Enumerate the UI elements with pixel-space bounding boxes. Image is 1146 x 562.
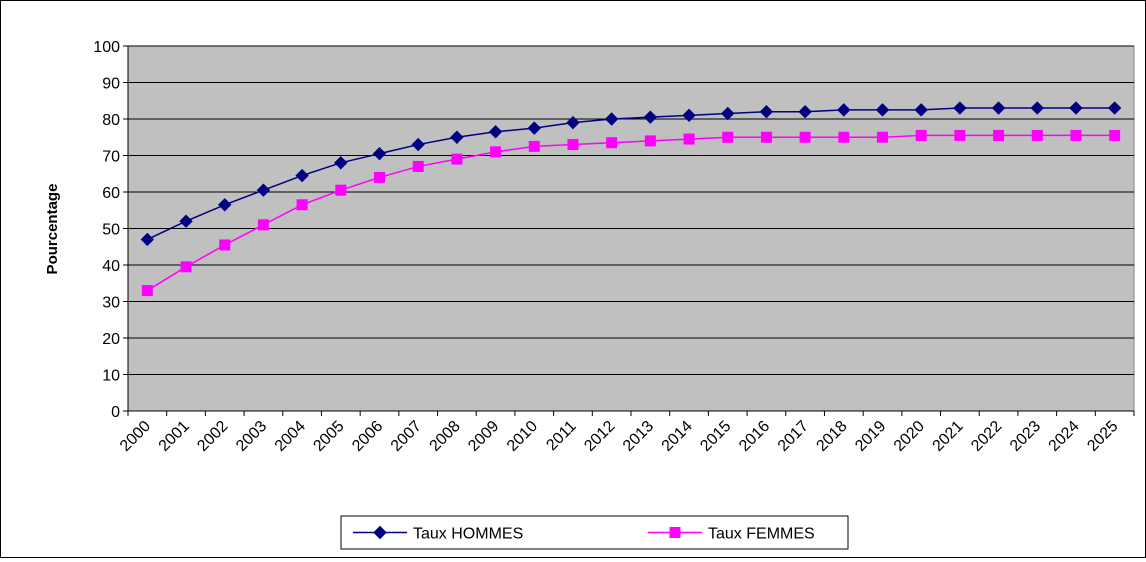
series-2-point (335, 184, 347, 196)
x-tick-label: 2013 (620, 418, 657, 455)
series-1-point (604, 112, 619, 126)
series-1-point (218, 198, 232, 212)
series-2-point (219, 239, 231, 251)
series-2-point (606, 137, 618, 149)
series-1-point (179, 214, 193, 228)
x-tick-label: 2023 (1007, 418, 1044, 455)
series-1-point (798, 104, 812, 119)
x-tick-label: 2021 (930, 418, 967, 455)
x-tick-label: 2024 (1046, 418, 1083, 455)
series-2-point (528, 140, 540, 152)
series-1-point (953, 101, 967, 115)
x-tick-label: 2003 (233, 418, 270, 455)
x-tick-label: 2019 (852, 418, 889, 455)
series-1-point (991, 101, 1006, 115)
series-line-1 (147, 107, 1115, 241)
y-tick-label: 0 (111, 404, 120, 421)
series-1-point (256, 183, 271, 197)
x-tick-label: 2022 (968, 418, 1005, 455)
x-tick-label: 2018 (813, 418, 850, 455)
series-2-point (412, 160, 424, 172)
series-1-point (682, 108, 696, 123)
legend-marker-1 (373, 525, 387, 540)
series-2-point (1109, 129, 1121, 141)
x-tick-label: 2014 (659, 418, 696, 455)
series-2-point (877, 131, 888, 143)
series-2-point (567, 139, 579, 151)
x-tick-label: 2000 (117, 418, 154, 455)
series-2-point (954, 129, 966, 141)
series-2-point (451, 153, 463, 165)
series-1-point (837, 103, 851, 117)
series-1-point (527, 121, 541, 135)
x-tick-label: 2006 (349, 418, 386, 455)
legend-label-1: Taux HOMMES (413, 526, 523, 543)
y-tick-label: 100 (93, 39, 120, 56)
x-tick-label: 2008 (427, 418, 464, 455)
y-tick-label: 70 (102, 149, 120, 166)
x-tick-label: 2016 (736, 418, 773, 455)
y-tick-label: 50 (102, 222, 120, 239)
series-1-point (411, 137, 425, 152)
x-tick-label: 2004 (272, 418, 309, 455)
series-2-point (180, 261, 192, 273)
series-1-point (1030, 101, 1044, 115)
x-tick-label: 2011 (543, 418, 579, 454)
series-1-point (450, 130, 464, 144)
x-tick-label: 2017 (775, 418, 812, 455)
x-tick-label: 2007 (388, 418, 425, 455)
x-tick-label: 2025 (1084, 418, 1121, 455)
series-2-point (683, 133, 695, 145)
series-1-point (140, 232, 155, 247)
series-2-point (915, 129, 927, 141)
series-1-point (372, 146, 387, 161)
series-1-point (488, 125, 503, 139)
y-tick-label: 30 (102, 295, 120, 312)
series-1-point (1069, 101, 1083, 115)
series-line-2 (146, 134, 1115, 292)
y-axis-label: Pourcentage (44, 184, 61, 275)
legend-label-2: Taux FEMMES (708, 526, 815, 543)
series-1-point (334, 156, 348, 170)
x-tick-label: 2020 (891, 418, 928, 455)
x-tick-label: 2001 (156, 418, 193, 455)
x-tick-label: 2002 (194, 418, 231, 455)
series-1-point (643, 110, 658, 124)
series-2-point (374, 171, 385, 183)
y-tick-label: 10 (102, 368, 120, 385)
series-1-point (1107, 101, 1122, 115)
legend-marker-2 (669, 527, 681, 538)
series-2-point (257, 219, 269, 231)
series-2-point (141, 285, 153, 297)
series-2-point (490, 146, 502, 158)
series-2-point (993, 129, 1005, 141)
y-tick-label: 90 (102, 76, 120, 93)
legend-box (340, 515, 849, 550)
y-tick-label: 60 (102, 185, 120, 202)
y-tick-label: 40 (102, 258, 120, 275)
x-tick-label: 2010 (504, 418, 541, 455)
series-2-point (296, 199, 308, 211)
series-1-point (721, 106, 735, 121)
series-1-point (566, 115, 580, 130)
series-2-point (722, 131, 734, 143)
x-tick-label: 2005 (310, 418, 347, 455)
series-1-point (295, 168, 309, 183)
x-tick-label: 2009 (465, 418, 502, 455)
series-1-point (875, 103, 890, 117)
series-2-point (760, 131, 772, 143)
series-2-point (1070, 129, 1082, 141)
y-tick-label: 20 (102, 331, 120, 348)
y-tick-label: 80 (102, 112, 120, 129)
x-tick-label: 2015 (697, 418, 734, 455)
series-2-point (799, 131, 811, 143)
series-1-point (759, 104, 774, 119)
series-1-point (914, 103, 928, 117)
x-tick-label: 2012 (581, 418, 618, 455)
series-2-point (644, 135, 656, 147)
series-2-point (838, 131, 850, 143)
series-2-point (1031, 129, 1043, 141)
